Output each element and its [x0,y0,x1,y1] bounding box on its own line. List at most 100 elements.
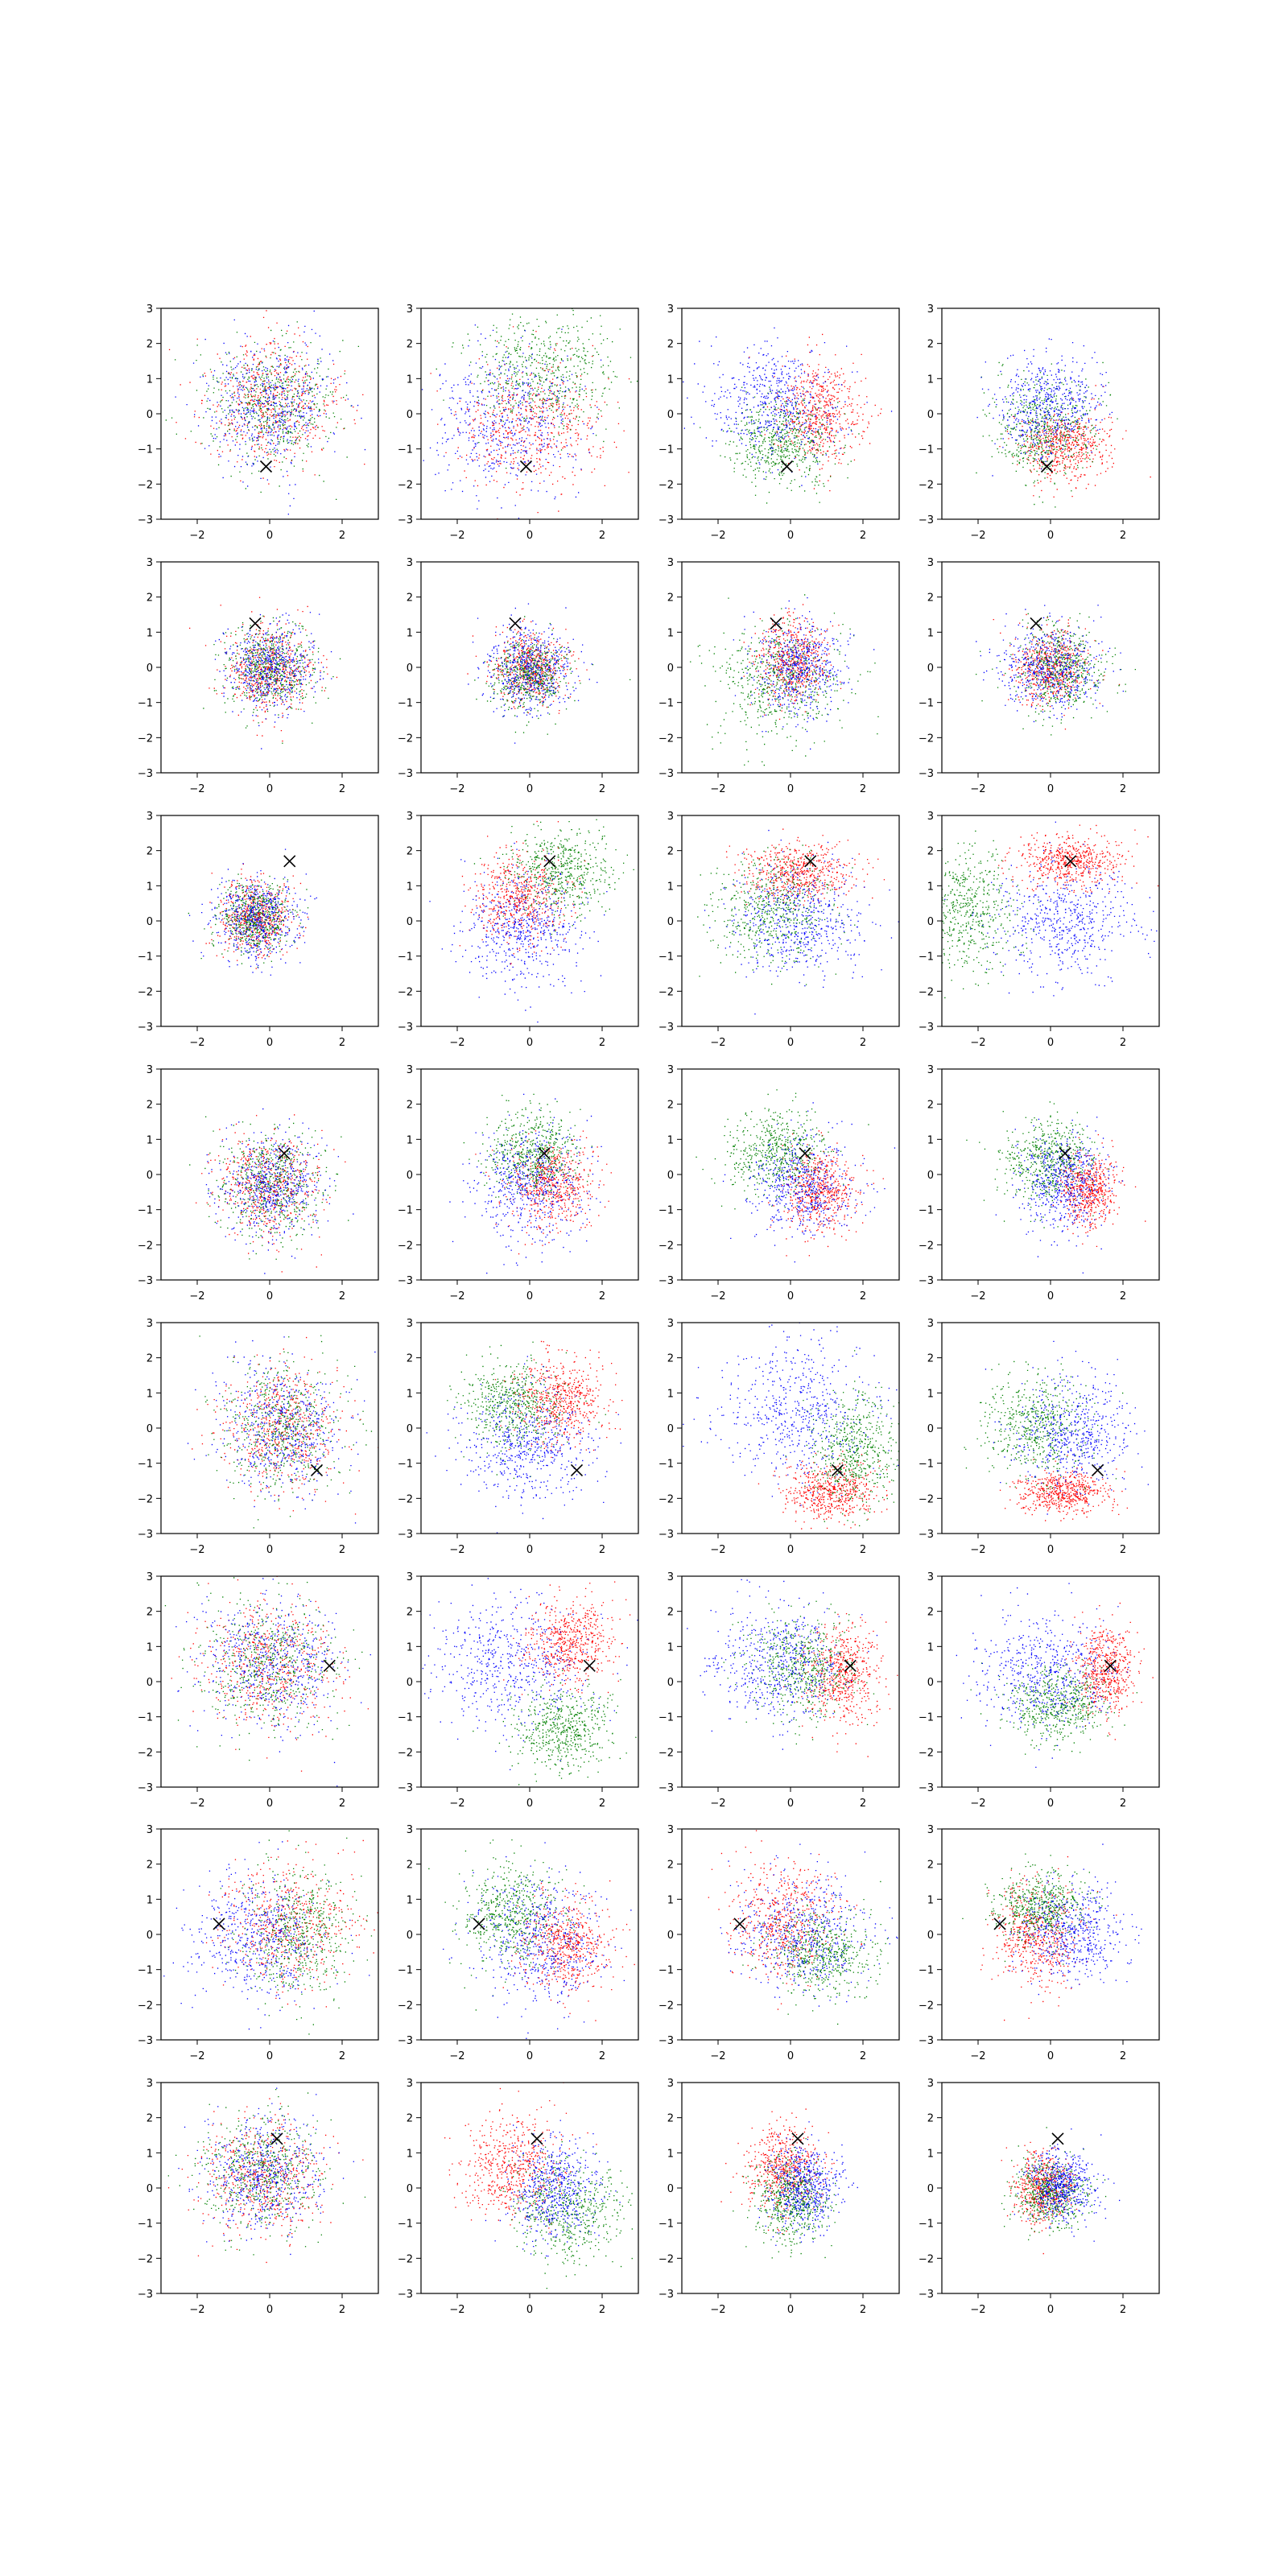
y-tick-label: −1 [658,1965,674,1977]
points-red [1001,2141,1090,2255]
x-tick-label: 2 [860,1544,866,1556]
x-tick-label: −2 [449,530,464,542]
series-blue [421,324,602,519]
x-tick-label: 0 [526,1544,533,1556]
series-green [447,1341,606,1480]
y-tick-label: −2 [398,733,413,745]
y-tick-label: 0 [667,916,674,928]
x-marker [831,1463,844,1476]
y-tick-label: −1 [398,1965,413,1977]
y-tick-label: −3 [398,2289,413,2301]
subplot-r2-c3: −2 0 2 −3 −2 −1 0 1 2 3 [658,557,900,795]
series-green [428,1839,590,2011]
x-marker [278,1147,291,1160]
y-tick-label: −3 [138,1275,153,1287]
axes-frame [420,308,639,520]
y-tick-label: −2 [919,1747,934,1759]
y-tick-label: 0 [667,1930,674,1942]
points-red [459,820,586,965]
y-tick-label: 0 [147,1677,153,1689]
points-red [503,1581,631,1695]
x-tick-label: 0 [266,2304,273,2316]
y-tick-label: −2 [919,733,934,745]
x-tick-label: 2 [599,530,605,542]
series-blue [704,829,899,1015]
x-tick-label: 2 [1120,783,1126,795]
x-marker [799,1147,811,1160]
y-tick-label: 3 [667,811,674,823]
y-tick-label: −3 [138,1022,153,1034]
axes-frame [681,561,900,774]
scatter-points [467,603,631,744]
y-tick-label: −1 [919,698,934,710]
axes-frame [420,1322,639,1534]
y-tick-label: 2 [667,2113,674,2125]
x-tick-label: −2 [970,1037,985,1049]
y-tick-label: −3 [919,1782,934,1794]
y-tick-label: −3 [658,768,674,780]
y-tick-label: −1 [658,952,674,964]
y-tick-label: 1 [667,881,674,893]
x-tick-label: −2 [970,530,985,542]
x-tick-label: 0 [1047,1037,1054,1049]
y-tick-label: −2 [138,2253,153,2265]
y-tick-label: 2 [407,1607,413,1619]
series-red [1001,2141,1090,2255]
series-red [205,863,309,969]
series-blue [733,597,875,750]
y-tick-label: −1 [658,444,674,456]
x-tick-label: 0 [1047,2304,1054,2316]
x-tick-label: 2 [1120,530,1126,542]
points-blue [443,1842,632,2039]
y-tick-label: −2 [919,2253,934,2265]
x-marker [733,1918,746,1930]
series-blue [188,848,317,976]
points-blue [429,842,608,1023]
y-tick-label: 3 [147,1824,153,1836]
y-tick-label: −3 [919,2035,934,2047]
scatter-points [165,308,366,515]
x-tick-label: −2 [710,783,725,795]
series-blue [976,338,1113,477]
x-tick-label: −2 [970,2050,985,2062]
points-blue [421,1578,638,1770]
y-tick-label: 0 [927,663,934,675]
points-green [962,1853,1104,1965]
y-tick-label: −2 [919,1493,934,1505]
y-tick-label: −2 [919,1240,934,1252]
y-tick-label: −1 [398,952,413,964]
scatter-points [976,338,1151,508]
series-blue [999,1843,1142,1996]
y-tick-label: 2 [147,2113,153,2125]
x-tick-label: −2 [189,783,204,795]
y-tick-label: 2 [927,339,934,351]
subplot-r6-c4: −2 0 2 −3 −2 −1 0 1 2 3 [919,1571,1160,1810]
x-tick-label: 0 [526,1798,533,1810]
y-tick-label: 2 [927,592,934,605]
y-tick-label: −1 [658,1205,674,1217]
series-red [999,1455,1128,1521]
x-tick-label: −2 [449,2050,464,2062]
y-tick-label: −3 [138,514,153,526]
y-tick-label: −2 [138,479,153,491]
x-tick-label: 0 [266,1037,273,1049]
subplot-r6-c3: −2 0 2 −3 −2 −1 0 1 2 3 [658,1571,900,1810]
series-red [168,308,365,485]
y-tick-label: −2 [138,733,153,745]
y-tick-label: 3 [407,1064,413,1076]
x-tick-label: −2 [449,2304,464,2316]
series-blue [976,605,1124,723]
points-blue [426,1356,621,1534]
x-tick-label: 0 [526,530,533,542]
x-marker [583,1659,596,1672]
series-green [962,1853,1104,1965]
scatter-points [1001,2127,1121,2255]
points-green [976,613,1136,736]
series-red [444,2083,597,2233]
y-tick-label: 2 [927,1607,934,1619]
x-marker [473,1918,485,1930]
y-tick-label: 0 [147,409,153,421]
points-green [188,873,309,968]
y-tick-label: 1 [927,1134,934,1146]
points-red [749,333,882,492]
